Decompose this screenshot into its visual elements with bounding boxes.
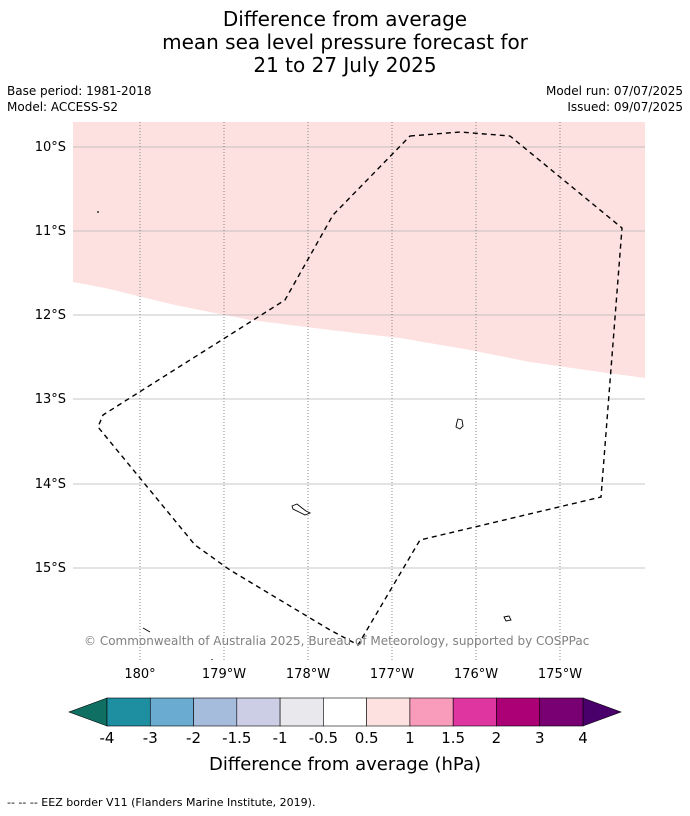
colorbar-tick-label: -1.5 — [222, 729, 251, 747]
island-wallis — [455, 418, 464, 430]
chart-title: Difference from average mean sea level p… — [0, 8, 690, 77]
colorbar-tick-label: 1.5 — [441, 729, 465, 747]
colorbar-cell — [409, 697, 454, 727]
colorbar-tick-label: 3 — [535, 729, 545, 747]
lat-label: 13°S — [35, 392, 66, 407]
colorbar-cell — [452, 697, 497, 727]
colorbar-tick-label: -3 — [143, 729, 158, 747]
map-figure: © Commonwealth of Australia 2025, Bureau… — [35, 122, 645, 775]
colorbar-tick-labels: -4 -3 -2 -1.5 -1 -0.5 0.5 1 1.5 2 3 4 — [100, 729, 588, 747]
colorbar-tick-label: 0.5 — [355, 729, 379, 747]
lon-label: 175°W — [538, 667, 582, 682]
lat-label: 11°S — [35, 224, 66, 239]
eez-border — [97, 131, 623, 646]
colorbar-tick-label: -1 — [273, 729, 288, 747]
lat-label: 15°S — [35, 561, 66, 576]
lon-label: 177°W — [370, 667, 414, 682]
lat-label: 14°S — [35, 477, 66, 492]
island-south-west — [142, 627, 151, 633]
island-futuna — [291, 503, 312, 516]
map-area: © Commonwealth of Australia 2025, Bureau… — [73, 122, 645, 660]
lat-label: 10°S — [35, 140, 66, 155]
colorbar-cell — [236, 697, 281, 727]
colorbar-cell — [539, 697, 584, 727]
meta-right: Model run: 07/07/2025 Issued: 09/07/2025 — [546, 83, 683, 115]
model-name: Model: ACCESS-S2 — [7, 100, 119, 114]
colorbar-cell — [279, 697, 324, 727]
colorbar-cell — [366, 697, 411, 727]
lon-label: 179°W — [202, 667, 246, 682]
lat-labels: 10°S 11°S 12°S 13°S 14°S 15°S — [35, 140, 66, 576]
title-line-3: 21 to 27 July 2025 — [253, 53, 437, 77]
colorbar-cell — [106, 697, 151, 727]
colorbar-tick-label: -0.5 — [309, 729, 338, 747]
base-period: Base period: 1981-2018 — [7, 84, 152, 98]
title-line-1: Difference from average — [222, 7, 468, 31]
colorbar-arrow-low — [68, 697, 108, 727]
colorbar: -4 -3 -2 -1.5 -1 -0.5 0.5 1 1.5 2 3 4 Difference fr… — [68, 697, 622, 775]
colorbar-cell — [323, 697, 367, 727]
lat-gridlines — [73, 146, 645, 569]
lon-label: 178°W — [286, 667, 330, 682]
colorbar-tick-label: 2 — [492, 729, 502, 747]
colorbar-cell — [149, 697, 194, 727]
island-north-west — [97, 211, 99, 213]
colorbar-cell — [496, 697, 541, 727]
island-bottom — [211, 659, 213, 660]
model-run: Model run: 07/07/2025 — [545, 84, 683, 98]
colorbar-cell — [193, 697, 238, 727]
issued-date: Issued: 09/07/2025 — [567, 100, 683, 114]
meta-left: Base period: 1981-2018 Model: ACCESS-S2 — [7, 83, 152, 115]
anomaly-region-0.5-1hPa — [73, 122, 645, 378]
colorbar-tick-label: -2 — [186, 729, 201, 747]
colorbar-cells — [106, 697, 584, 727]
colorbar-arrow-high — [582, 697, 622, 727]
copyright-notice: © Commonwealth of Australia 2025, Bureau… — [84, 634, 589, 648]
lat-label: 12°S — [35, 308, 66, 323]
colorbar-tick-label: 1 — [405, 729, 415, 747]
island-south — [503, 615, 512, 622]
eez-legend: -- -- -- EEZ border V11 (Flanders Marine… — [7, 796, 316, 809]
colorbar-tick-label: -4 — [100, 729, 115, 747]
lon-label: 176°W — [454, 667, 498, 682]
lon-label: 180° — [124, 667, 155, 682]
colorbar-tick-label: 4 — [578, 729, 588, 747]
title-line-2: mean sea level pressure forecast for — [162, 30, 528, 54]
colorbar-title: Difference from average (hPa) — [209, 754, 481, 775]
lon-labels: 180° 179°W 178°W 177°W 176°W 175°W — [124, 667, 582, 682]
